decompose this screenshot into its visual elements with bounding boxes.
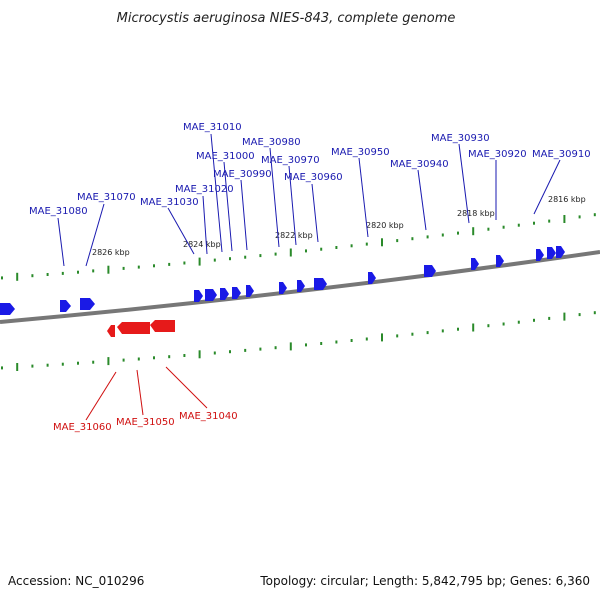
gene-arrow[interactable] [536, 249, 544, 261]
gene-arrow[interactable] [60, 300, 71, 312]
scale-label-2816: 2816 kbp [548, 195, 586, 204]
gene-label[interactable]: MAE_30960 [284, 172, 343, 183]
reverse-tick-row [1, 311, 596, 371]
gene-arrow[interactable] [246, 285, 254, 297]
scale-label-2820: 2820 kbp [366, 221, 404, 230]
gene-label[interactable]: MAE_30930 [431, 133, 490, 144]
forward-leader-lines [57, 133, 561, 267]
forward-tick-row [1, 213, 596, 281]
accession-label: Accession: NC_010296 [8, 574, 145, 588]
gene-arrow[interactable] [297, 280, 305, 292]
gene-arrow[interactable] [0, 303, 15, 315]
scale-label-2824: 2824 kbp [183, 240, 221, 249]
gene-label[interactable]: MAE_31010 [183, 122, 242, 133]
gene-label[interactable]: MAE_31040 [179, 411, 238, 422]
gene-arrow[interactable] [471, 258, 479, 270]
gene-arrow[interactable] [150, 320, 175, 332]
gene-label[interactable]: MAE_31060 [53, 422, 112, 433]
gene-label[interactable]: MAE_31080 [29, 206, 88, 217]
gene-label[interactable]: MAE_30910 [532, 149, 591, 160]
scale-label-2818: 2818 kbp [457, 209, 495, 218]
scale-label-2826: 2826 kbp [92, 248, 130, 257]
forward-gene-labels: MAE_31080 MAE_31070 MAE_31030 MAE_31020 … [29, 122, 591, 217]
gene-label[interactable]: MAE_30940 [390, 159, 449, 170]
gene-label[interactable]: MAE_30920 [468, 149, 527, 160]
gene-label[interactable]: MAE_31000 [196, 151, 255, 162]
gene-label[interactable]: MAE_31050 [116, 417, 175, 428]
gene-arrow[interactable] [368, 272, 376, 284]
gene-label[interactable]: MAE_31020 [175, 184, 234, 195]
gene-arrow[interactable] [107, 325, 115, 337]
gene-label[interactable]: MAE_30970 [261, 155, 320, 166]
reverse-gene-labels: MAE_31060 MAE_31050 MAE_31040 [53, 411, 238, 433]
gene-arrow[interactable] [279, 282, 287, 294]
gene-arrow[interactable] [314, 278, 327, 290]
gene-arrow[interactable] [220, 288, 229, 300]
gene-label[interactable]: MAE_30980 [242, 137, 301, 148]
gene-arrow[interactable] [117, 322, 150, 334]
gene-label[interactable]: MAE_31030 [140, 197, 199, 208]
forward-genes [0, 246, 565, 315]
gene-arrow[interactable] [194, 290, 203, 302]
gene-arrow[interactable] [80, 298, 95, 310]
reverse-genes [107, 320, 175, 337]
gene-arrow[interactable] [232, 287, 241, 299]
scale-label-2822: 2822 kbp [275, 231, 313, 240]
reverse-leader-lines [85, 366, 208, 421]
gene-arrow[interactable] [205, 289, 217, 301]
genome-summary: Topology: circular; Length: 5,842,795 bp… [260, 574, 590, 588]
gene-arrow[interactable] [547, 247, 556, 259]
gene-label[interactable]: MAE_30950 [331, 147, 390, 158]
gene-arrow[interactable] [496, 255, 504, 267]
map-title: Microcystis aeruginosa NIES-843, complet… [117, 11, 456, 26]
gene-arrow[interactable] [424, 265, 436, 277]
gene-label[interactable]: MAE_30990 [213, 169, 272, 180]
gene-label[interactable]: MAE_31070 [77, 192, 136, 203]
gene-arrow[interactable] [556, 246, 565, 258]
